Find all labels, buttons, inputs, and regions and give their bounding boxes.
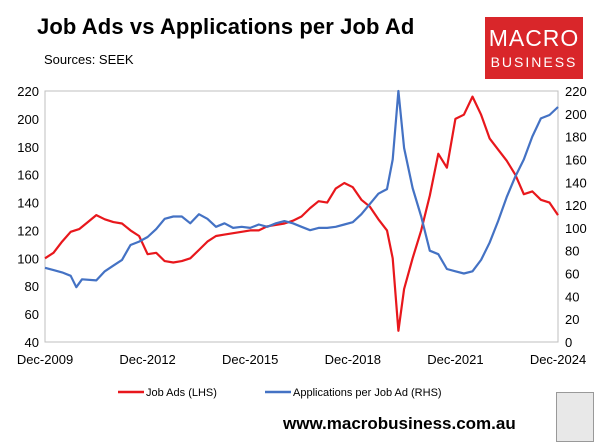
y-right-tick-label: 140 xyxy=(565,175,587,190)
x-tick-label: Dec-2021 xyxy=(427,352,483,367)
y-left-tick-label: 80 xyxy=(25,279,39,294)
x-tick-label: Dec-2024 xyxy=(530,352,586,367)
y-left-tick-label: 60 xyxy=(25,307,39,322)
y-right-tick-label: 100 xyxy=(565,221,587,236)
y-left-tick-label: 220 xyxy=(17,84,39,99)
y-right-tick-label: 60 xyxy=(565,267,579,282)
y-right-tick-label: 20 xyxy=(565,312,579,327)
y-left-tick-label: 100 xyxy=(17,251,39,266)
y-right-tick-label: 0 xyxy=(565,335,572,350)
y-right-tick-label: 80 xyxy=(565,244,579,259)
y-right-tick-label: 160 xyxy=(565,152,587,167)
y-right-tick-label: 200 xyxy=(565,107,587,122)
y-left-tick-label: 200 xyxy=(17,112,39,127)
y-left-tick-label: 180 xyxy=(17,140,39,155)
x-tick-label: Dec-2009 xyxy=(17,352,73,367)
wolf-logo-icon xyxy=(556,392,594,442)
y-left-tick-label: 160 xyxy=(17,168,39,183)
job-ads-line xyxy=(45,97,558,331)
y-right-tick-label: 120 xyxy=(565,198,587,213)
applications-line xyxy=(45,91,558,287)
x-tick-label: Dec-2018 xyxy=(325,352,381,367)
y-left-tick-label: 40 xyxy=(25,335,39,350)
y-right-tick-label: 180 xyxy=(565,130,587,145)
y-right-tick-label: 220 xyxy=(565,84,587,99)
legend-label: Job Ads (LHS) xyxy=(146,387,217,399)
x-tick-label: Dec-2015 xyxy=(222,352,278,367)
x-tick-label: Dec-2012 xyxy=(119,352,175,367)
legend-label: Applications per Job Ad (RHS) xyxy=(293,387,442,399)
footer-url: www.macrobusiness.com.au xyxy=(283,414,516,434)
y-left-tick-label: 120 xyxy=(17,223,39,238)
y-right-tick-label: 40 xyxy=(565,289,579,304)
y-left-tick-label: 140 xyxy=(17,196,39,211)
